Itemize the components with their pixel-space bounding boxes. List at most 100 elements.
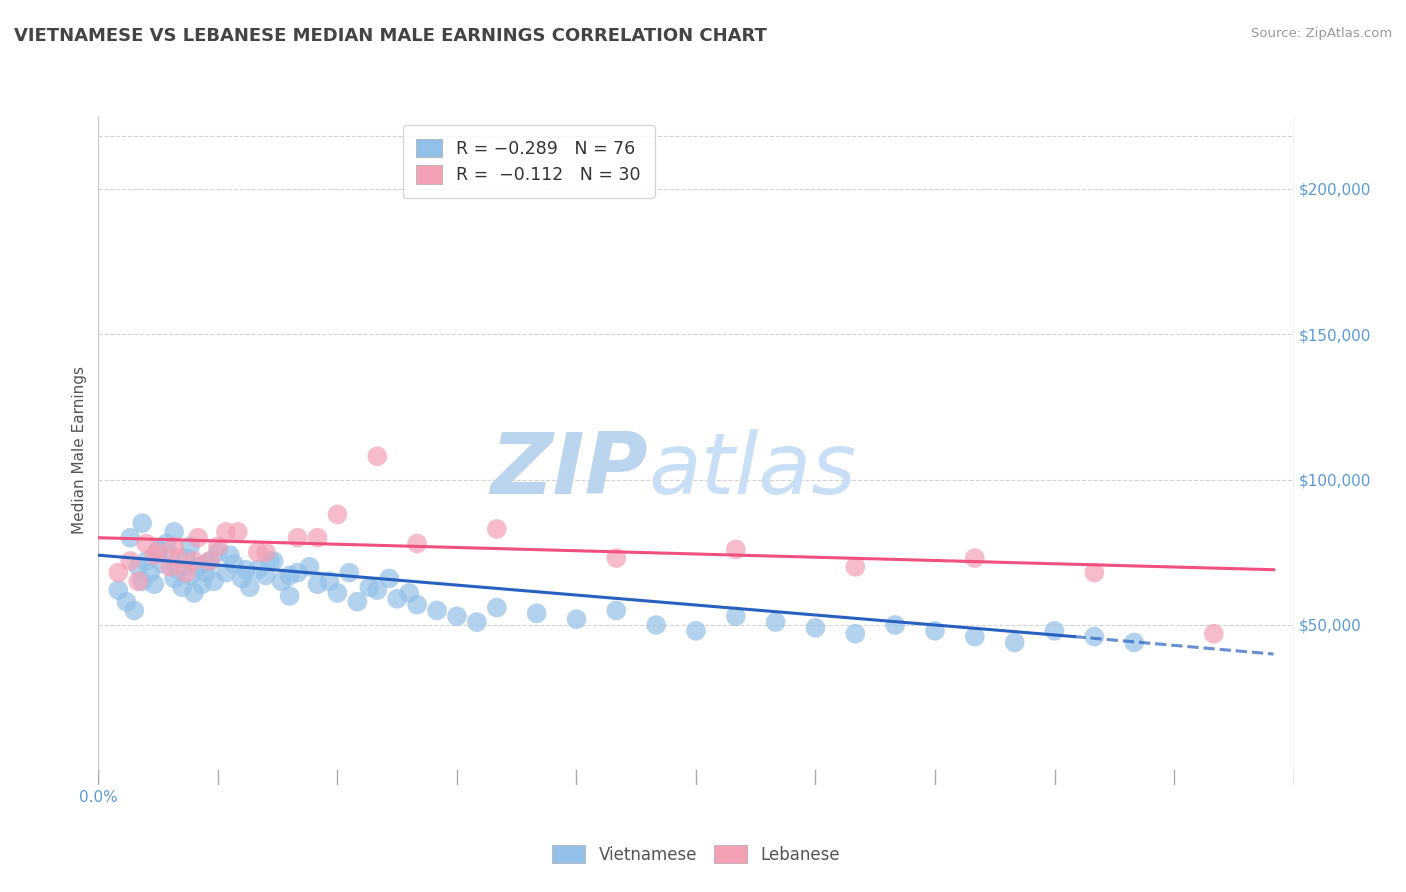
Point <box>307 531 329 545</box>
Point <box>605 603 627 617</box>
Point <box>107 583 129 598</box>
Point <box>198 554 221 568</box>
Point <box>326 586 349 600</box>
Point <box>124 603 146 617</box>
Point <box>135 536 157 550</box>
Point <box>485 600 508 615</box>
Point <box>120 554 142 568</box>
Point <box>765 615 787 629</box>
Point <box>198 554 221 568</box>
Point <box>107 566 129 580</box>
Point <box>163 524 186 539</box>
Point <box>207 540 229 554</box>
Point <box>307 577 329 591</box>
Point <box>222 557 245 571</box>
Point <box>526 607 548 621</box>
Point <box>259 554 281 568</box>
Point <box>148 545 170 559</box>
Point <box>202 574 225 589</box>
Point <box>172 580 194 594</box>
Point <box>884 618 907 632</box>
Point <box>924 624 946 638</box>
Point <box>724 609 747 624</box>
Point <box>804 621 827 635</box>
Point <box>219 548 242 562</box>
Point <box>844 626 866 640</box>
Point <box>215 566 238 580</box>
Point <box>565 612 588 626</box>
Point <box>120 531 142 545</box>
Point <box>207 545 229 559</box>
Text: ZIP: ZIP <box>491 429 648 512</box>
Point <box>366 450 388 464</box>
Point <box>148 542 170 557</box>
Point <box>963 630 986 644</box>
Point <box>446 609 468 624</box>
Point <box>143 548 166 562</box>
Point <box>215 524 238 539</box>
Y-axis label: Median Male Earnings: Median Male Earnings <box>72 367 87 534</box>
Point <box>270 574 292 589</box>
Point <box>139 566 162 580</box>
Point <box>148 545 170 559</box>
Point <box>254 568 277 582</box>
Point <box>1004 635 1026 649</box>
Point <box>1083 630 1105 644</box>
Point <box>346 595 368 609</box>
Point <box>179 540 201 554</box>
Point <box>685 624 707 638</box>
Point <box>1043 624 1066 638</box>
Point <box>278 568 301 582</box>
Point <box>155 536 177 550</box>
Point <box>183 586 205 600</box>
Point <box>187 559 209 574</box>
Point <box>426 603 449 617</box>
Point <box>246 563 269 577</box>
Text: VIETNAMESE VS LEBANESE MEDIAN MALE EARNINGS CORRELATION CHART: VIETNAMESE VS LEBANESE MEDIAN MALE EARNI… <box>14 27 766 45</box>
Text: Source: ZipAtlas.com: Source: ZipAtlas.com <box>1251 27 1392 40</box>
Point <box>844 559 866 574</box>
Point <box>278 589 301 603</box>
Point <box>263 554 285 568</box>
Point <box>287 566 309 580</box>
Point <box>174 551 197 566</box>
Point <box>135 554 157 568</box>
Point <box>359 580 381 594</box>
Point <box>127 574 149 589</box>
Point <box>167 563 190 577</box>
Point <box>131 516 153 531</box>
Point <box>183 554 205 568</box>
Point <box>1202 626 1225 640</box>
Point <box>167 551 190 566</box>
Point <box>1123 635 1146 649</box>
Point <box>645 618 668 632</box>
Point <box>339 566 360 580</box>
Point <box>174 566 197 580</box>
Point <box>226 524 249 539</box>
Point <box>131 574 153 589</box>
Point <box>398 586 420 600</box>
Point <box>163 571 186 585</box>
Legend: Vietnamese, Lebanese: Vietnamese, Lebanese <box>546 838 846 871</box>
Point <box>150 557 173 571</box>
Point <box>963 551 986 566</box>
Point <box>115 595 138 609</box>
Point <box>127 559 149 574</box>
Point <box>159 559 181 574</box>
Text: atlas: atlas <box>648 429 856 512</box>
Point <box>406 598 429 612</box>
Point <box>724 542 747 557</box>
Point <box>163 540 186 554</box>
Point <box>485 522 508 536</box>
Point <box>465 615 488 629</box>
Point <box>366 583 388 598</box>
Point <box>159 548 181 562</box>
Point <box>254 545 277 559</box>
Point <box>194 566 218 580</box>
Point <box>406 536 429 550</box>
Point <box>235 563 257 577</box>
Point <box>239 580 262 594</box>
Point <box>326 508 349 522</box>
Point <box>318 574 340 589</box>
Point <box>231 571 253 585</box>
